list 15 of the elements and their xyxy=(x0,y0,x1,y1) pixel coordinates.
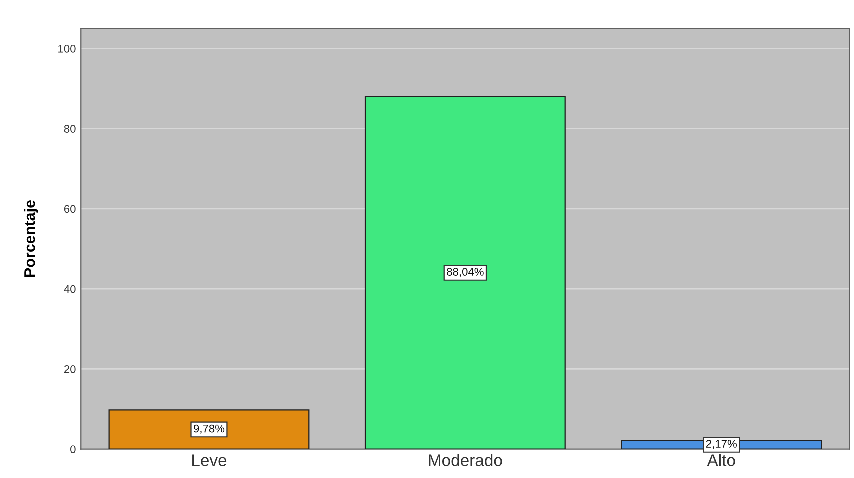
y-tick-label: 60 xyxy=(64,205,76,214)
y-tick-label: 100 xyxy=(58,44,76,53)
bar xyxy=(108,410,310,450)
y-tick-label: 80 xyxy=(64,125,76,133)
data-label: 2,17% xyxy=(706,440,737,450)
x-tick-label: Moderado xyxy=(429,454,502,466)
x-tick-label: Leve xyxy=(192,454,227,466)
data-label: 88,04% xyxy=(447,268,484,278)
y-tick-label: 40 xyxy=(64,285,76,294)
y-tick-label: 0 xyxy=(70,446,76,454)
data-label: 9,78% xyxy=(194,424,225,434)
y-tick-label: 20 xyxy=(64,365,76,374)
y-axis-title: Porcentaje xyxy=(24,200,38,278)
bar xyxy=(364,96,566,450)
x-tick-label: Alto xyxy=(707,454,736,466)
